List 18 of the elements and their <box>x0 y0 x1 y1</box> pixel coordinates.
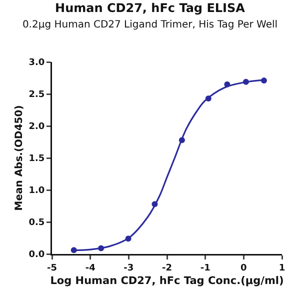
x-tick-label: 0 <box>240 263 247 274</box>
x-tick-label: -1 <box>200 263 210 274</box>
y-tick-label: 3.0 <box>28 58 45 68</box>
x-tick-label: 1 <box>278 263 286 274</box>
x-tick-label: -2 <box>162 263 172 274</box>
y-tick-label: 1.0 <box>28 186 45 196</box>
y-axis-title: Mean Abs.(OD450) <box>14 105 25 211</box>
chart-title: Human CD27, hFc Tag ELISA <box>55 1 246 15</box>
y-tick-label: 0.0 <box>28 250 45 260</box>
x-tick-label: -4 <box>85 263 96 274</box>
y-tick-label: 2.5 <box>28 90 45 100</box>
x-axis-title: Log Human CD27, hFc Tag Conc.(μg/ml) <box>50 274 284 287</box>
x-tick-label: -5 <box>47 263 57 274</box>
chart-subtitle: 0.2μg Human CD27 Ligand Trimer, His Tag Per Well <box>22 20 278 31</box>
y-tick-label: 1.5 <box>28 154 45 164</box>
y-tick-label: 2.0 <box>28 122 45 132</box>
y-tick-label: 0.5 <box>28 218 45 228</box>
x-tick-label: -3 <box>124 263 134 274</box>
